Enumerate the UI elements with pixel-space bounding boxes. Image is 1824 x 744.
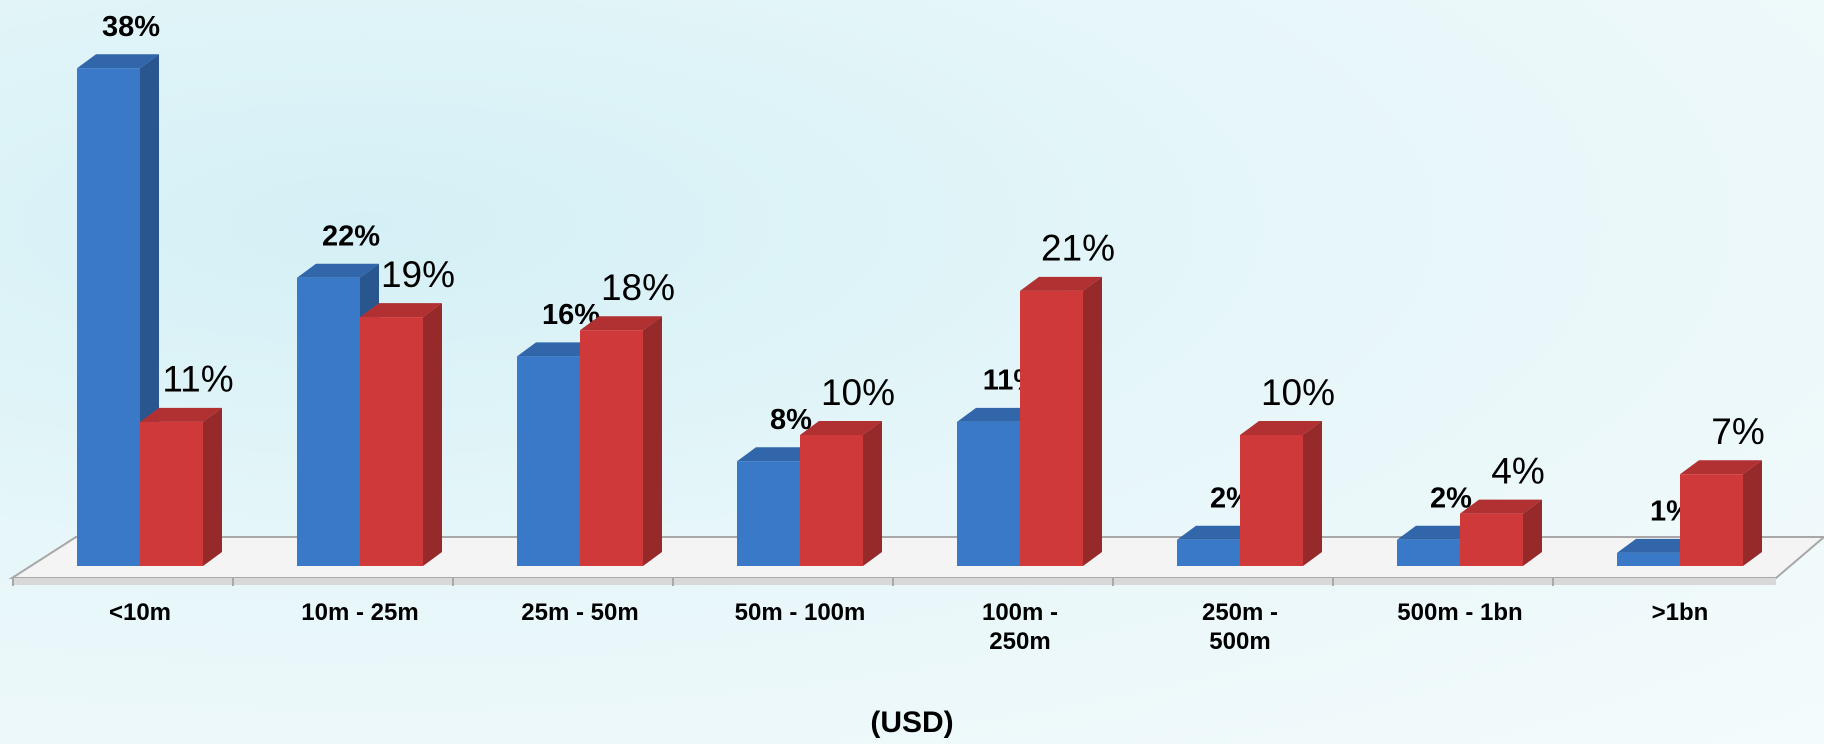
x-tick-label: >1bn [1651, 599, 1709, 626]
bar-top [1020, 276, 1102, 291]
data-label: 7% [1711, 411, 1764, 452]
bar-top [1617, 538, 1699, 553]
floor [8, 536, 1824, 579]
x-tick-label: 25m - 50m [521, 599, 639, 626]
bar-front [1617, 552, 1680, 566]
bar [1240, 421, 1322, 566]
bar-front [1680, 474, 1743, 566]
bar [1020, 276, 1102, 566]
bar-top [1460, 499, 1542, 514]
bar-top [360, 303, 442, 318]
bar-front [140, 421, 203, 566]
data-label: 2% [1430, 482, 1472, 514]
bar-top [77, 54, 159, 69]
bar [800, 421, 882, 566]
bar-top [297, 263, 379, 278]
data-label: 19% [381, 254, 455, 295]
bar-front [957, 421, 1020, 566]
bar-top [800, 421, 882, 435]
data-label: 22% [322, 220, 380, 252]
bar-top [1397, 525, 1479, 540]
x-tick-label: 10m - 25m [301, 599, 419, 626]
bar-front [297, 277, 360, 566]
x-tick-label: 500m - 1bn [1397, 599, 1523, 626]
bar-side [863, 421, 882, 566]
x-tick-label: <10m [108, 599, 172, 626]
data-label: 38% [102, 11, 160, 43]
bar-front [77, 68, 140, 566]
bar-top [1240, 421, 1322, 435]
bar-top [1177, 525, 1259, 540]
bar [1680, 460, 1762, 566]
bar [580, 316, 662, 566]
bar-side [1523, 499, 1542, 566]
bar-front [580, 330, 643, 566]
bar-front [1240, 435, 1303, 566]
bar-front [1020, 290, 1083, 566]
bar-front [517, 356, 580, 566]
x-tick-label: 100m - 250m [981, 599, 1059, 655]
bar-top [737, 447, 819, 462]
bar-side [1303, 421, 1322, 566]
bar-front [360, 317, 423, 566]
bar-front [800, 435, 863, 566]
bar-side [1083, 276, 1102, 566]
x-axis-label: (USD) [870, 706, 954, 739]
data-label: 8% [770, 404, 812, 436]
data-label: 11% [162, 359, 233, 400]
data-label: 10% [821, 372, 895, 413]
bar [1460, 499, 1542, 566]
data-label: 4% [1491, 450, 1544, 491]
bar-side [423, 303, 442, 566]
bar-front [1177, 539, 1240, 566]
bar-top [580, 316, 662, 331]
data-label: 21% [1041, 228, 1115, 269]
bar-front [1460, 513, 1523, 566]
x-tick-label: 250m - 500m [1201, 599, 1279, 655]
bar-side [643, 316, 662, 566]
data-label: 10% [1261, 372, 1335, 413]
bar [360, 303, 442, 566]
bar-top [957, 407, 1039, 422]
bar-side [1743, 460, 1762, 566]
bar-top [517, 342, 599, 357]
data-label: 18% [601, 267, 675, 308]
bar-top [140, 407, 222, 422]
bar-side [203, 407, 222, 566]
bar-front [1397, 539, 1460, 566]
bar-front [737, 461, 800, 566]
bar-top [1680, 460, 1762, 475]
bar [140, 407, 222, 566]
x-tick-label: 50m - 100m [734, 599, 866, 626]
